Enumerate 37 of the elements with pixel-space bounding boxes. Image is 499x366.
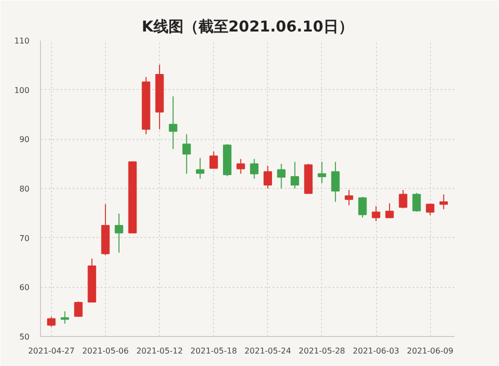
x-tick-label: 2021-06-09 (406, 346, 454, 356)
candlestick (47, 316, 56, 328)
candlestick (196, 157, 204, 180)
x-tick-label: 2021-05-28 (298, 346, 346, 356)
candlestick (318, 161, 326, 184)
candlestick (398, 189, 408, 209)
candlestick (182, 134, 191, 174)
y-tick-label: 110 (14, 36, 30, 46)
candlestick (331, 161, 340, 202)
y-tick-label: 100 (14, 86, 30, 95)
y-tick-label: 90 (19, 135, 30, 144)
candlestick (412, 192, 421, 212)
x-tick-label: 2021-05-12 (136, 346, 183, 356)
candlestick (358, 196, 367, 218)
candlestick (250, 158, 258, 180)
candlestick (264, 165, 272, 189)
candlestick (236, 158, 245, 174)
candlestick (290, 161, 300, 189)
y-tick-label: 70 (19, 234, 30, 243)
candlestick (277, 163, 286, 189)
chart-title: K线图（截至2021.06.10日） (142, 18, 354, 36)
candlestick (385, 202, 394, 219)
candlestick (114, 213, 124, 254)
y-tick-label: 50 (19, 332, 30, 342)
candlestick (439, 194, 448, 210)
candlestick (168, 96, 178, 150)
x-tick-label: 2021-04-27 (28, 346, 75, 356)
x-tick-label: 2021-05-18 (190, 346, 237, 356)
x-tick-label: 2021-05-06 (82, 346, 129, 356)
y-tick-label: 80 (19, 184, 30, 194)
candlestick (209, 151, 218, 170)
candlestick (344, 189, 354, 206)
candlestick (372, 206, 380, 222)
x-tick-label: 2021-06-03 (352, 346, 400, 356)
x-tick-label: 2021-05-24 (244, 346, 292, 356)
candlestick (74, 300, 83, 318)
y-tick-label: 60 (19, 283, 30, 292)
